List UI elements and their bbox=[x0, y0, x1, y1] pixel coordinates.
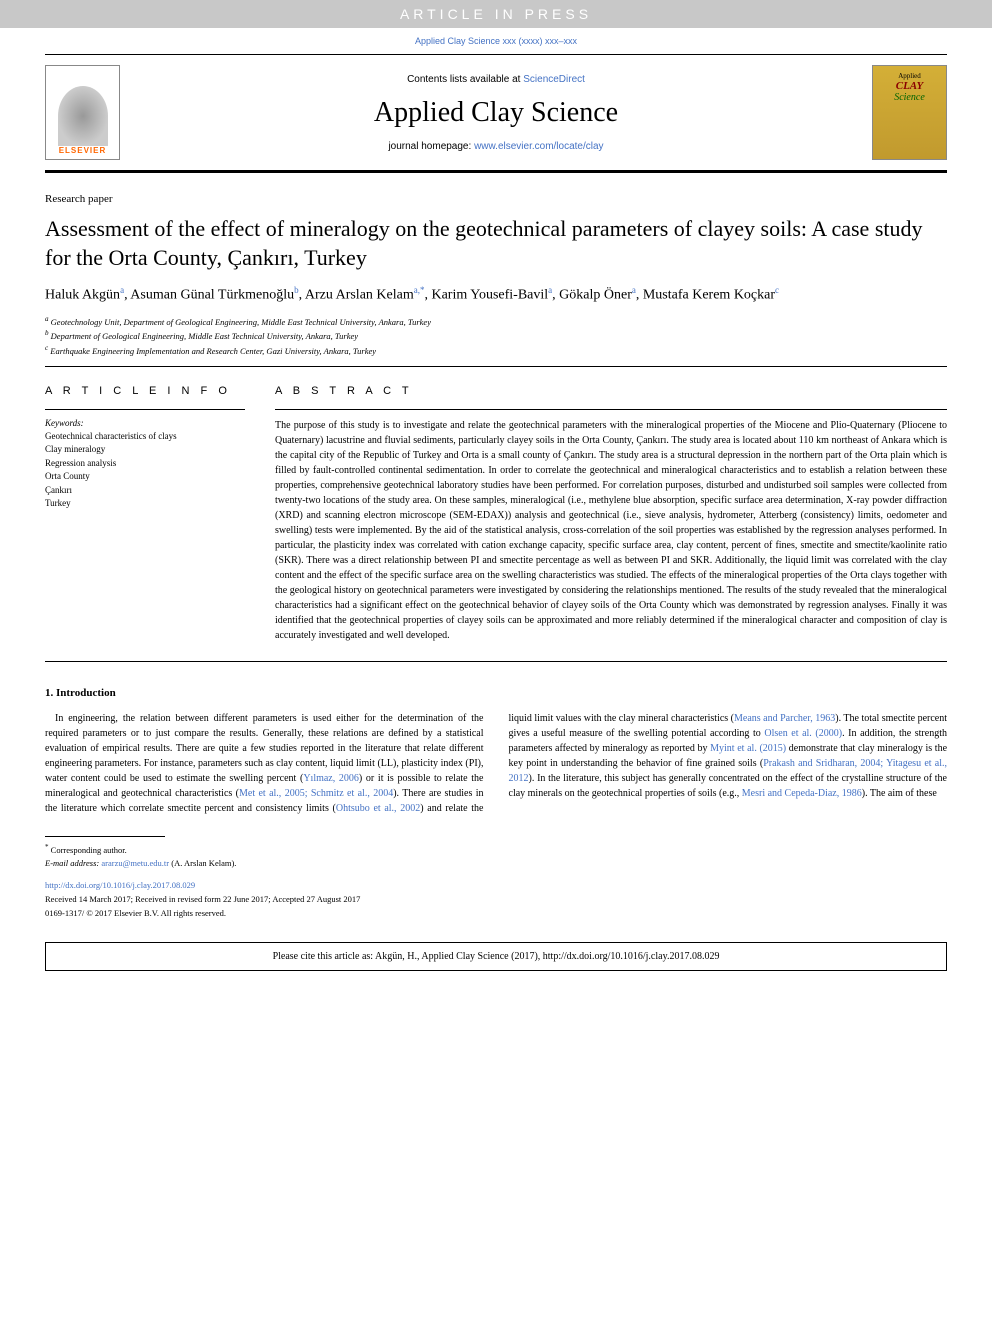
keyword: Çankırı bbox=[45, 484, 245, 498]
divider bbox=[45, 661, 947, 662]
keyword: Turkey bbox=[45, 497, 245, 511]
affiliation: b Department of Geological Engineering, … bbox=[45, 328, 947, 343]
body-text-columns: In engineering, the relation between dif… bbox=[45, 711, 947, 816]
introduction-heading: 1. Introduction bbox=[45, 687, 947, 699]
cover-line2: CLAY bbox=[896, 80, 924, 92]
citation-link[interactable]: Yılmaz, 2006 bbox=[303, 773, 359, 784]
article-type: Research paper bbox=[45, 193, 947, 205]
journal-homepage-line: journal homepage: www.elsevier.com/locat… bbox=[120, 141, 872, 152]
author-affil-sup: a bbox=[548, 285, 552, 295]
author-name: Haluk Akgün bbox=[45, 288, 120, 303]
keyword: Geotechnical characteristics of clays bbox=[45, 430, 245, 444]
journal-reference: Applied Clay Science xxx (xxxx) xxx–xxx bbox=[0, 28, 992, 54]
corresp-text: Corresponding author. bbox=[51, 844, 127, 854]
received-line: Received 14 March 2017; Received in revi… bbox=[45, 894, 947, 906]
elsevier-tree-icon bbox=[58, 86, 108, 146]
authors-list: Haluk Akgüna, Asuman Günal Türkmenoğlub,… bbox=[45, 284, 947, 306]
article-title: Assessment of the effect of mineralogy o… bbox=[45, 215, 947, 272]
article-info-heading: A R T I C L E I N F O bbox=[45, 385, 245, 397]
contents-text: Contents lists available at bbox=[407, 74, 523, 85]
info-abstract-row: A R T I C L E I N F O Keywords: Geotechn… bbox=[45, 385, 947, 643]
sciencedirect-link[interactable]: ScienceDirect bbox=[523, 74, 585, 85]
intro-paragraph: In engineering, the relation between dif… bbox=[45, 711, 947, 816]
author-name: Gökalp Öner bbox=[559, 288, 632, 303]
elsevier-logo: ELSEVIER bbox=[45, 65, 120, 160]
elsevier-label: ELSEVIER bbox=[59, 146, 107, 155]
author-name: Mustafa Kerem Koçkar bbox=[643, 288, 775, 303]
affiliations-list: a Geotechnology Unit, Department of Geol… bbox=[45, 314, 947, 358]
author-affil-sup: a bbox=[120, 285, 124, 295]
homepage-label: journal homepage: bbox=[388, 141, 474, 152]
citation-box: Please cite this article as: Akgün, H., … bbox=[45, 942, 947, 971]
author-affil-sup: b bbox=[294, 285, 299, 295]
copyright-line: 0169-1317/ © 2017 Elsevier B.V. All righ… bbox=[45, 908, 947, 920]
author-name: Arzu Arslan Kelam bbox=[305, 288, 414, 303]
abstract-column: A B S T R A C T The purpose of this stud… bbox=[275, 385, 947, 643]
corresp-marker: * bbox=[45, 843, 49, 851]
keyword: Regression analysis bbox=[45, 457, 245, 471]
corresponding-author: * Corresponding author. bbox=[45, 843, 947, 857]
main-content: Research paper Assessment of the effect … bbox=[0, 173, 992, 826]
body-text: ). There bbox=[393, 788, 425, 799]
homepage-link[interactable]: www.elsevier.com/locate/clay bbox=[474, 141, 604, 152]
citation-link[interactable]: Met et al., 2005; Schmitz et al., 2004 bbox=[239, 788, 393, 799]
citation-link[interactable]: Means and Parcher, 1963 bbox=[734, 713, 835, 724]
keyword: Orta County bbox=[45, 470, 245, 484]
doi-link[interactable]: http://dx.doi.org/10.1016/j.clay.2017.08… bbox=[45, 880, 947, 892]
footer-divider bbox=[45, 836, 165, 837]
email-link[interactable]: ararzu@metu.edu.tr bbox=[101, 858, 169, 868]
author-affil-sup: a bbox=[632, 285, 636, 295]
info-divider bbox=[45, 409, 245, 410]
author-affil-sup: a,* bbox=[414, 285, 425, 295]
abstract-text: The purpose of this study is to investig… bbox=[275, 418, 947, 643]
keywords-label: Keywords: bbox=[45, 418, 245, 428]
contents-available-line: Contents lists available at ScienceDirec… bbox=[120, 74, 872, 85]
journal-header: ELSEVIER Contents lists available at Sci… bbox=[45, 54, 947, 173]
citation-link[interactable]: Myint et al. (2015) bbox=[710, 743, 786, 754]
affiliation: a Geotechnology Unit, Department of Geol… bbox=[45, 314, 947, 329]
author-name: Karim Yousefi-Bavil bbox=[431, 288, 548, 303]
affiliation: c Earthquake Engineering Implementation … bbox=[45, 343, 947, 358]
article-info-column: A R T I C L E I N F O Keywords: Geotechn… bbox=[45, 385, 245, 643]
cover-line3: Science bbox=[894, 92, 925, 103]
journal-center-block: Contents lists available at ScienceDirec… bbox=[120, 74, 872, 152]
cover-line1: Applied bbox=[898, 72, 921, 80]
journal-cover-thumbnail: Applied CLAY Science bbox=[872, 65, 947, 160]
footer-area: * Corresponding author. E-mail address: … bbox=[0, 826, 992, 942]
abstract-heading: A B S T R A C T bbox=[275, 385, 947, 397]
author-affil-sup: c bbox=[775, 285, 779, 295]
divider bbox=[45, 366, 947, 367]
email-author: (A. Arslan Kelam). bbox=[169, 858, 236, 868]
journal-title: Applied Clay Science bbox=[120, 97, 872, 129]
abstract-divider bbox=[275, 409, 947, 410]
article-in-press-banner: ARTICLE IN PRESS bbox=[0, 0, 992, 28]
author-name: Asuman Günal Türkmenoğlu bbox=[130, 288, 294, 303]
citation-link[interactable]: Olsen et al. (2000) bbox=[764, 728, 842, 739]
body-text: ). The aim of these bbox=[862, 788, 937, 799]
email-line: E-mail address: ararzu@metu.edu.tr (A. A… bbox=[45, 858, 947, 870]
citation-link[interactable]: Ohtsubo et al., 2002 bbox=[336, 803, 420, 814]
keyword: Clay mineralogy bbox=[45, 443, 245, 457]
citation-link[interactable]: Mesri and Cepeda-Diaz, 1986 bbox=[742, 788, 862, 799]
keywords-list: Geotechnical characteristics of claysCla… bbox=[45, 430, 245, 511]
email-label: E-mail address: bbox=[45, 858, 101, 868]
